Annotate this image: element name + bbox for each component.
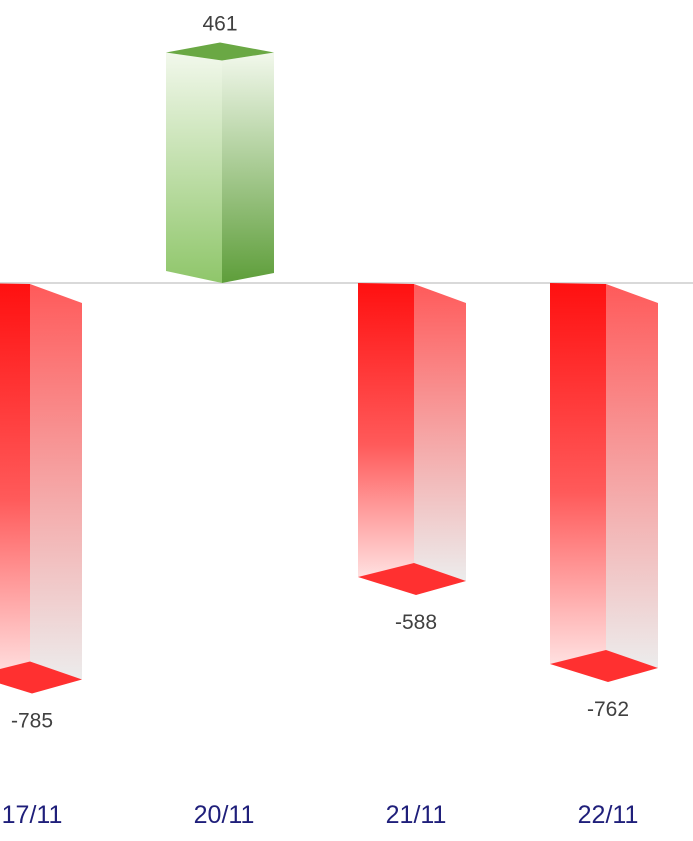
bar-front-face bbox=[0, 283, 30, 672]
bars-layer bbox=[0, 42, 658, 694]
bar-side-face bbox=[30, 284, 82, 680]
bar-side-face bbox=[606, 284, 658, 668]
bar-end-cap bbox=[550, 650, 658, 682]
bar-front-face bbox=[358, 283, 414, 577]
bar-20/11 bbox=[166, 42, 274, 283]
bar-side-face bbox=[414, 284, 466, 581]
bar-17/11 bbox=[0, 283, 82, 694]
bar-21/11 bbox=[358, 283, 466, 595]
data-label: -762 bbox=[587, 698, 629, 721]
x-tick-label: 20/11 bbox=[194, 801, 255, 829]
bar-22/11 bbox=[550, 283, 658, 682]
x-tick-label: 17/11 bbox=[2, 801, 63, 829]
data-label: -588 bbox=[395, 611, 437, 634]
x-axis-tick-labels: 17/11 20/11 21/11 22/11 bbox=[2, 801, 639, 829]
bar-front-face bbox=[550, 283, 606, 664]
bar-end-cap bbox=[166, 42, 274, 61]
x-tick-label: 21/11 bbox=[386, 801, 447, 829]
bar-end-cap bbox=[0, 661, 82, 694]
data-label: -785 bbox=[11, 710, 53, 733]
x-tick-label: 22/11 bbox=[578, 801, 639, 829]
bar-side-face bbox=[222, 52, 274, 283]
bar-end-cap bbox=[358, 563, 466, 595]
bar-front-face bbox=[166, 52, 222, 283]
data-label: 461 bbox=[202, 13, 237, 36]
data-labels-layer: -785 461 -588 -762 bbox=[11, 13, 629, 733]
